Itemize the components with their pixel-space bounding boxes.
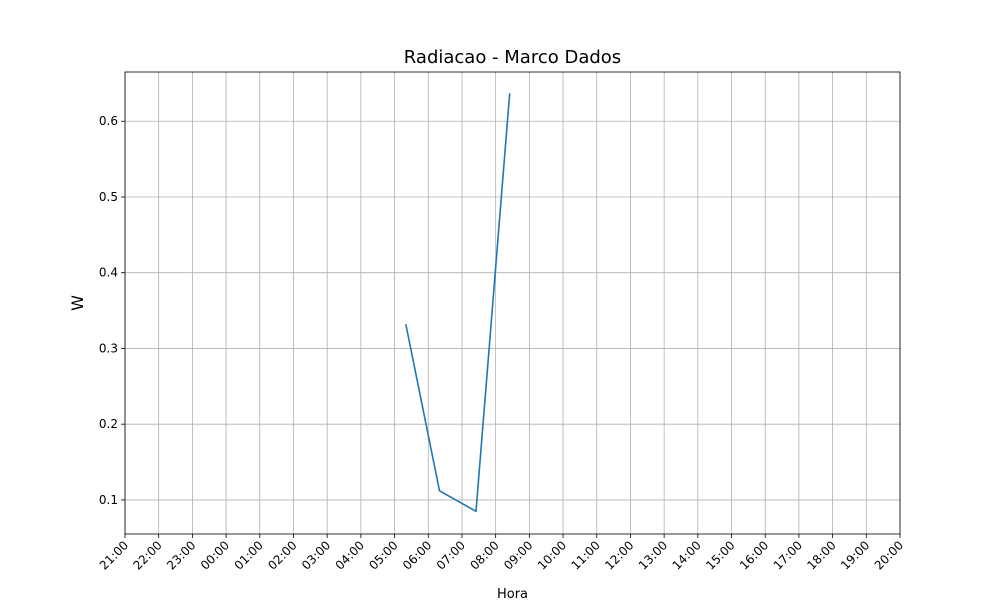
plot-frame [124,71,901,535]
y-axis-label: W [68,295,87,311]
y-tick-label: 0.6 [99,114,118,128]
y-tick-label: 0.2 [99,417,118,431]
grid-lines [124,72,901,534]
y-tick-label: 0.3 [99,341,118,355]
y-tick-label: 0.5 [99,190,118,204]
x-axis-label: Hora [497,587,528,600]
series-line [405,93,511,513]
axes [121,71,901,538]
chart-title: Radiacao - Marco Dados [404,47,621,68]
y-tick-label: 0.1 [99,493,118,507]
data-series [405,93,511,513]
y-tick-label: 0.4 [99,266,118,280]
